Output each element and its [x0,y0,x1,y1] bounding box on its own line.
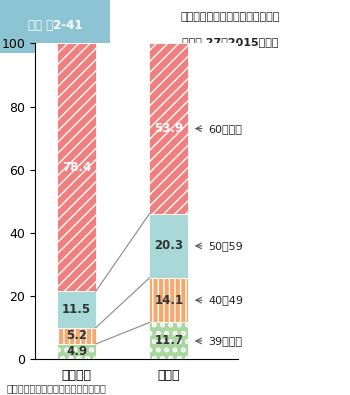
Text: 資料：農林水産省「農林業センサス」: 資料：農林水産省「農林業センサス」 [7,383,107,393]
Bar [149,278,188,322]
Text: 11.5: 11.5 [62,303,91,316]
Text: 40〜49: 40〜49 [209,295,244,305]
Text: 14.1: 14.1 [154,294,183,307]
Text: 図表 特2-41: 図表 特2-41 [28,19,82,32]
Bar [57,291,96,327]
Bar [149,322,188,359]
Text: 5.2: 5.2 [66,329,87,342]
Text: 20.3: 20.3 [154,239,183,252]
Text: （平成 27（2015）年）: （平成 27（2015）年） [182,37,278,47]
Bar [57,327,96,344]
Bar [149,214,188,278]
Text: 11.7: 11.7 [154,335,183,348]
Text: 年齢別の基幹的農業従事者数割合: 年齢別の基幹的農業従事者数割合 [181,12,280,22]
Bar [110,0,350,53]
Bar [57,344,96,359]
Text: 50〜59: 50〜59 [209,241,243,251]
Bar [149,43,188,214]
Text: 53.9: 53.9 [154,122,183,135]
Bar [0,0,110,53]
Text: 78.4: 78.4 [62,161,91,174]
Text: 39歳以下: 39歳以下 [209,336,243,346]
Text: 4.9: 4.9 [66,345,87,358]
Bar [57,43,96,291]
Text: 60歳以上: 60歳以上 [209,124,242,134]
